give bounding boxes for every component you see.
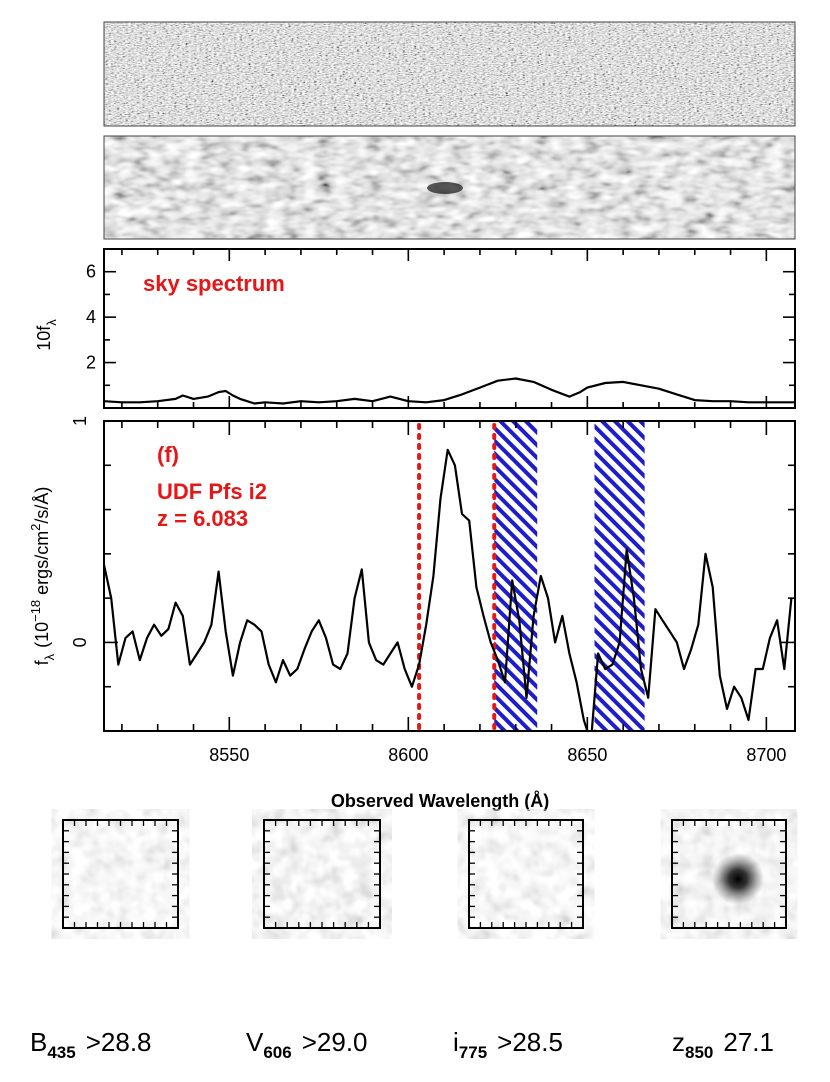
band-i: i <box>453 1027 459 1057</box>
sky-spectrum-line <box>104 377 795 405</box>
mag-v: >29.0 <box>302 1027 368 1057</box>
stamp-b435 <box>62 819 179 929</box>
stamp-z850 <box>671 819 787 929</box>
mag-label-z850: z850 27.1 <box>672 1027 774 1062</box>
sky-y-axis-label: 10fλ <box>34 319 59 351</box>
sky-panel-frame <box>103 248 796 409</box>
object-spectrum-line <box>104 448 793 731</box>
panel-label-f: (f) <box>157 442 179 467</box>
y-axis-label-f: f <box>32 659 52 665</box>
mag-label-b435: B435 >28.8 <box>30 1027 152 1062</box>
sky-panel-ticks <box>104 248 795 408</box>
band-b-sub: 435 <box>47 1043 75 1062</box>
stamp-v606-image <box>264 820 380 928</box>
object-panel: (f) UDF Pfs i2 z = 6.083 0 1 8550 8600 8… <box>28 416 796 811</box>
emission-feature-blob <box>427 182 463 194</box>
band-b: B <box>30 1027 47 1057</box>
raw-2d-spectrum-image <box>104 22 795 126</box>
sky-ytick-label-4: 4 <box>86 307 96 327</box>
sky-panel-title: sky spectrum <box>143 271 285 296</box>
xtick-label-8700: 8700 <box>746 745 786 765</box>
object-panel-ticks <box>104 420 795 732</box>
mag-z: 27.1 <box>723 1027 774 1057</box>
red-dotted-lines <box>417 423 497 733</box>
band-v: V <box>246 1027 264 1057</box>
stamp-i775 <box>468 819 584 929</box>
hatched-region-1 <box>494 421 538 731</box>
y-axis-label-unit-mid: ergs/cm <box>32 531 52 600</box>
hatched-region-2 <box>594 421 645 731</box>
mag-b: >28.8 <box>86 1027 152 1057</box>
stamp-z850-source <box>712 853 764 905</box>
sky-panel: sky spectrum 2 4 6 10fλ <box>34 248 796 409</box>
sky-ytick-label-2: 2 <box>86 353 96 373</box>
y-axis-label-unit-post: /s/Å) <box>32 487 52 524</box>
mag-i: >28.5 <box>497 1027 563 1057</box>
smoothed-2d-spectrum-border <box>103 135 796 240</box>
y-axis-label-f-sub: λ <box>42 653 57 660</box>
obj-ytick-label-1: 1 <box>70 416 90 426</box>
sky-y-axis-label-main: 10f <box>34 325 54 351</box>
object-name-label: UDF Pfs i2 <box>157 479 267 504</box>
sky-y-axis-label-sub: λ <box>44 319 59 326</box>
raw-2d-spectrum-border <box>103 21 796 127</box>
x-axis-label: Observed Wavelength (Å) <box>331 791 549 811</box>
y-axis-label: fλ (10−18 ergs/cm2/s/Å) <box>28 487 57 666</box>
stamp-i775-image <box>469 820 583 928</box>
xtick-label-8550: 8550 <box>209 745 249 765</box>
stamp-b435-image <box>63 820 178 928</box>
hatched-sky-regions <box>494 421 645 731</box>
mag-label-i775: i775 >28.5 <box>453 1027 563 1062</box>
band-z: z <box>672 1027 685 1057</box>
object-panel-frame <box>103 420 796 732</box>
band-z-sub: 850 <box>685 1043 713 1062</box>
mag-label-v606: V606 >29.0 <box>246 1027 368 1062</box>
y-axis-label-unit-exp: −18 <box>28 600 43 622</box>
band-v-sub: 606 <box>263 1043 291 1062</box>
y-axis-label-unit-pre: (10 <box>32 622 52 648</box>
sky-ytick-label-6: 6 <box>86 262 96 282</box>
xtick-label-8600: 8600 <box>388 745 428 765</box>
redshift-label: z = 6.083 <box>157 506 248 531</box>
stamp-v606 <box>263 819 381 929</box>
stamp-ticks <box>63 820 786 928</box>
y-axis-label-unit-exp2: 2 <box>28 524 43 531</box>
obj-ytick-label-0: 0 <box>70 637 90 647</box>
band-i-sub: 775 <box>459 1043 487 1062</box>
xtick-label-8650: 8650 <box>567 745 607 765</box>
